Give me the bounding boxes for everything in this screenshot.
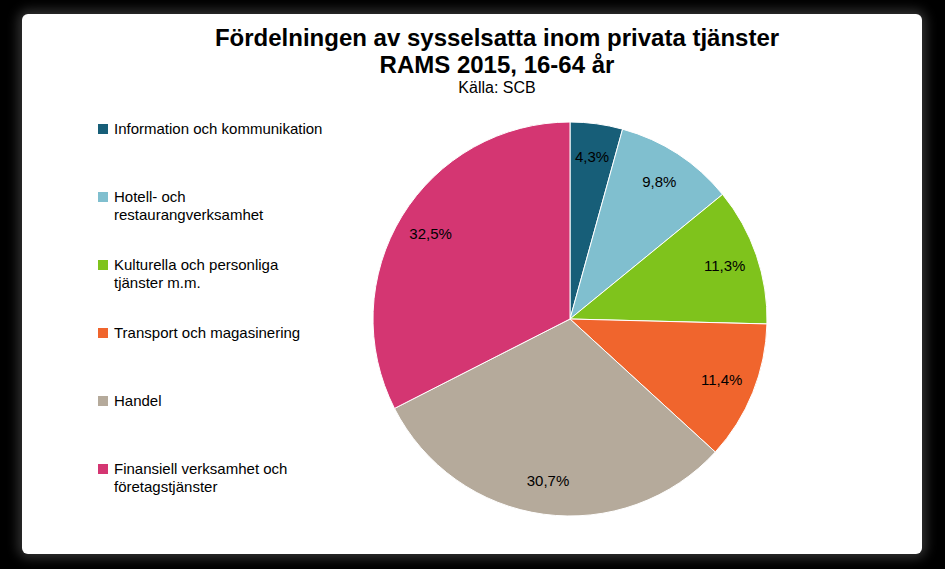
svg-text:32,5%: 32,5% [409,225,452,242]
html-text:Källa: SCB: Källa: SCB [458,79,536,96]
svg-text:9,8%: 9,8% [642,173,676,190]
svg-text:30,7%: 30,7% [527,472,570,489]
html-text:Fördelningen av sysselsatta in: Fördelningen av sysselsatta inom privata… [214,24,780,51]
html-text:RAMS 2015, 16-64 år: RAMS 2015, 16-64 år [379,51,615,78]
svg-text:11,4%: 11,4% [701,371,742,388]
html-text:Hotell- och restaurangverksamh: Hotell- och restaurangverksamhet [114,188,264,223]
html-text:Information och kommunikation: Information och kommunikation [114,120,323,137]
html-text:Handel: Handel [114,392,162,409]
html-text:Finansiell verksamhet och före: Finansiell verksamhet och företagstjänst… [114,460,288,495]
svg-text:4,3%: 4,3% [575,148,609,165]
svg-text:11,3%: 11,3% [704,257,745,274]
html-text:Kulturella och personliga tjän: Kulturella och personliga tjänster m.m. [114,256,279,291]
html-text:Transport och magasinering: Transport och magasinering [114,324,301,341]
